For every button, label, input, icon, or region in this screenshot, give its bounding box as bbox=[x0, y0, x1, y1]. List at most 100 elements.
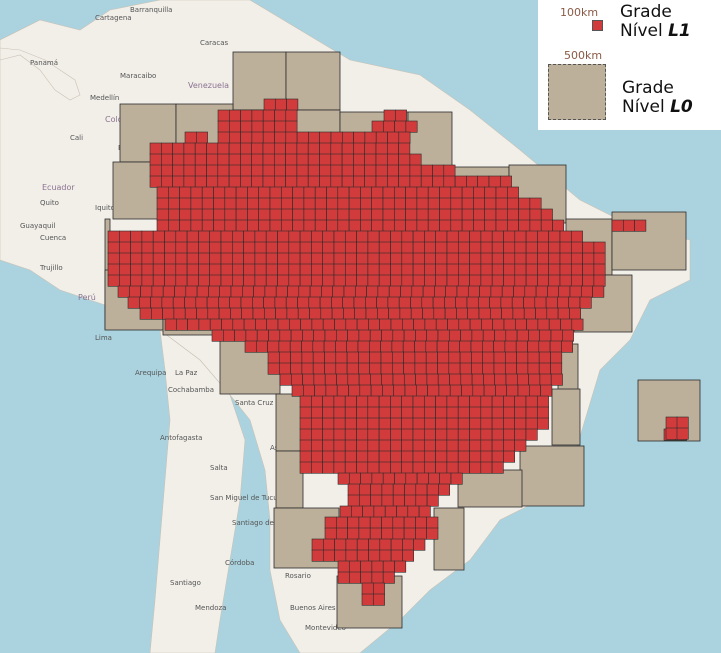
grid-l1-cell bbox=[265, 263, 278, 276]
grid-l1-cell bbox=[156, 197, 169, 210]
grid-l1-cell bbox=[392, 483, 405, 496]
grid-l1-cell bbox=[347, 527, 360, 540]
grid-l1-cell bbox=[401, 417, 414, 430]
grid-l1-cell bbox=[405, 208, 418, 221]
grid-l1-cell bbox=[262, 175, 275, 188]
grid-l1-cell bbox=[371, 571, 384, 584]
grid-l1-cell bbox=[343, 285, 356, 298]
grid-l1-cell bbox=[484, 197, 497, 210]
grid-l1-cell bbox=[264, 285, 277, 298]
grid-l1-cell bbox=[299, 406, 312, 419]
grid-l1-cell bbox=[219, 285, 232, 298]
grid-l1-cell bbox=[302, 373, 315, 386]
map-label: Cali bbox=[70, 134, 83, 142]
grid-l1-cell bbox=[570, 263, 583, 276]
grid-l1-cell bbox=[358, 516, 371, 529]
grid-l1-cell bbox=[392, 494, 405, 507]
grid-l1-cell bbox=[285, 153, 298, 166]
grid-l1-cell bbox=[437, 373, 450, 386]
grid-l1-cell bbox=[423, 395, 436, 408]
grid-l1-cell bbox=[392, 527, 405, 540]
grid-l1-cell bbox=[312, 340, 325, 353]
legend-l1-scale: 100km bbox=[560, 6, 599, 19]
grid-l1-cell bbox=[353, 153, 365, 166]
grid-l1-cell bbox=[548, 318, 561, 331]
grid-l1-cell bbox=[336, 373, 349, 386]
grid-l1-cell bbox=[230, 285, 243, 298]
grid-l1-cell bbox=[217, 131, 230, 144]
grid-l1-cell bbox=[173, 307, 186, 320]
grid-l1-cell bbox=[333, 230, 346, 243]
grid-l1-cell bbox=[473, 208, 485, 221]
grid-l1-cell bbox=[490, 285, 503, 298]
grid-l1-cell bbox=[296, 142, 309, 155]
grid-l1-cell bbox=[314, 186, 327, 199]
grid-l1-cell bbox=[251, 109, 264, 122]
grid-l1-cell bbox=[289, 340, 302, 353]
grid-l1-cell bbox=[190, 186, 203, 199]
grid-l1-cell bbox=[435, 241, 448, 254]
grid-l1-cell bbox=[356, 461, 369, 474]
grid-l1-cell bbox=[367, 417, 380, 430]
grid-l1-cell bbox=[220, 274, 233, 287]
grid-l1-cell bbox=[342, 296, 355, 309]
grid-l1-cell bbox=[274, 109, 287, 122]
grid-l1-cell bbox=[420, 164, 433, 177]
grid-l1-cell bbox=[240, 296, 253, 309]
grid-l1-cell bbox=[311, 538, 324, 551]
grid-l1-cell bbox=[394, 472, 407, 485]
grid-l1-cell bbox=[381, 373, 394, 386]
grid-l1-cell bbox=[370, 384, 383, 397]
grid-l1-cell bbox=[288, 318, 301, 331]
grid-l1-cell bbox=[209, 318, 222, 331]
grid-l1-cell bbox=[183, 142, 196, 155]
grid-l1-cell bbox=[446, 439, 459, 452]
grid-l1-cell bbox=[569, 307, 582, 320]
grid-l1-cell bbox=[450, 472, 463, 485]
grid-l1-cell bbox=[364, 131, 377, 144]
map-labels: VenezuelaColombiaEcuadorPerúCartagenaBar… bbox=[20, 6, 346, 632]
grid-l1-cell bbox=[152, 252, 165, 265]
grid-l1-cell bbox=[410, 307, 423, 320]
grid-l1-cell bbox=[381, 516, 394, 529]
grid-l1-cell bbox=[322, 395, 335, 408]
grid-l1-cell bbox=[218, 307, 231, 320]
grid-l1-cell bbox=[274, 120, 287, 133]
grid-l1-cell bbox=[370, 483, 383, 496]
map-label: Santiago del Estero bbox=[232, 519, 300, 527]
grid-l1-cell bbox=[405, 219, 418, 232]
grid-l1-cell bbox=[277, 318, 290, 331]
grid-l1-cell bbox=[446, 450, 459, 463]
grid-l1-cell bbox=[307, 175, 320, 188]
grid-l1-cell bbox=[322, 549, 335, 562]
grid-l1-cell bbox=[505, 329, 518, 342]
grid-l1-cell bbox=[392, 329, 405, 342]
grid-l1-cell bbox=[322, 230, 335, 243]
grid-l1-cell bbox=[471, 351, 483, 364]
grid-l1-cell bbox=[443, 175, 456, 188]
grid-l1-cell bbox=[446, 461, 459, 474]
grid-l1-cell bbox=[382, 219, 395, 232]
grid-l1-cell bbox=[390, 461, 402, 474]
grid-l1-cell bbox=[466, 175, 478, 188]
grid-l1-cell bbox=[107, 252, 120, 265]
grid-l1-cell bbox=[299, 274, 312, 287]
grid-l1-cell bbox=[376, 296, 389, 309]
grid-l1-cell bbox=[446, 395, 459, 408]
grid-l1-cell bbox=[435, 450, 448, 463]
grid-l1-cell bbox=[676, 427, 689, 440]
grid-l1-cell bbox=[516, 362, 529, 375]
grid-l1-cell bbox=[324, 516, 337, 529]
legend-panel: 100km Grade Nível L1 500km Grade Nível L… bbox=[538, 0, 721, 130]
grid-l0-cell bbox=[275, 393, 304, 452]
grid-l1-cell bbox=[401, 395, 414, 408]
grid-l1-cell bbox=[286, 307, 299, 320]
legend-l0-line1: Grade bbox=[622, 78, 674, 98]
grid-l1-cell bbox=[390, 406, 402, 419]
grid-l1-cell bbox=[319, 164, 332, 177]
grid-l1-cell bbox=[334, 538, 347, 551]
grid-l1-cell bbox=[469, 417, 482, 430]
grid-l1-cell bbox=[399, 307, 412, 320]
grid-l1-cell bbox=[376, 307, 389, 320]
